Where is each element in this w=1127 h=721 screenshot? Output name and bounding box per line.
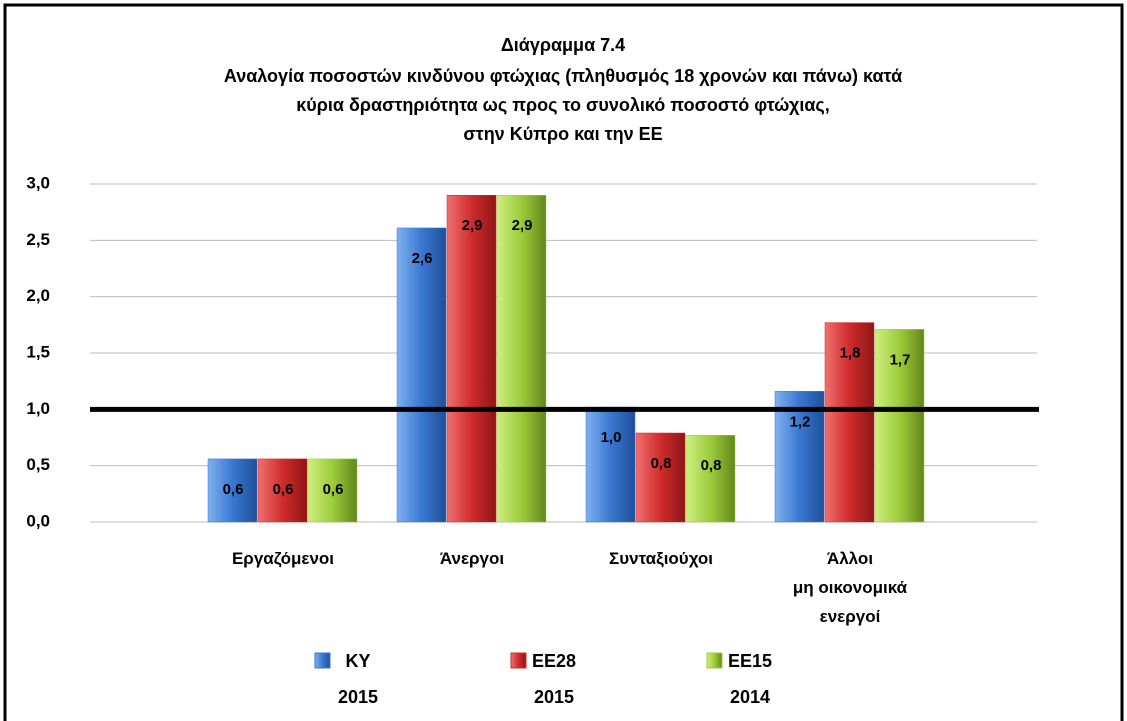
chart-subtitle: Αναλογία ποσοστών κινδύνου φτώχιας (πληθ… [224,66,902,86]
y-tick-label: 1,0 [26,399,50,418]
bar [585,406,636,523]
data-label: 0,8 [701,457,722,474]
y-tick-label: 1,5 [26,342,50,361]
legend-label: ΚΥ 2015 [337,651,379,707]
data-label: 1,0 [601,429,622,446]
chart-subtitle: κύρια δραστηριότητα ως προς το συνολικό … [296,95,830,115]
data-label: 2,9 [462,217,483,234]
x-tick-label: Εργαζόμενοι [232,549,334,568]
bar [307,458,358,523]
data-label: 1,2 [790,413,811,430]
bar [874,329,925,523]
bar [824,322,875,523]
data-label: 1,8 [840,345,861,362]
data-label: 0,6 [273,481,294,498]
bar [257,458,308,523]
data-label: 2,9 [512,217,533,234]
x-tick-line: ενεργοί [820,607,881,626]
data-label: 1,7 [890,351,911,368]
bar [635,432,686,523]
y-tick-label: 0,5 [26,455,50,474]
x-tick-line: μη οικονομικά [793,578,908,597]
x-tick-label: Άνεργοι [440,549,505,568]
y-tick-label: 0,0 [26,511,50,530]
data-label: 0,6 [223,481,244,498]
chart-title: Διάγραμμα 7.4 [501,35,625,55]
bar [774,391,825,523]
legend-swatch [314,652,331,669]
x-tick-line: Άλλοι [827,549,873,568]
y-tick-label: 2,0 [26,286,50,305]
legend-swatch [510,652,527,669]
legend-swatch [706,652,723,669]
y-tick-label: 2,5 [26,230,50,249]
legend-label: ΕΕ15 2014 [727,651,773,707]
bar [496,195,547,523]
bar [207,458,258,523]
y-tick-label: 3,0 [26,173,50,192]
x-tick-label: Συνταξιούχοι [609,549,713,568]
bar [396,227,447,523]
legend-label: ΕΕ28 2015 [531,651,577,707]
data-label: 0,6 [323,481,344,498]
bar [446,195,497,523]
x-tick-line: Άνεργοι [440,549,505,568]
x-tick-label: Άλλοι μη οικονομικά ενεργοί [793,549,908,626]
x-tick-line: Εργαζόμενοι [232,549,334,568]
x-tick-line: Συνταξιούχοι [609,549,713,568]
data-label: 0,8 [651,455,672,472]
data-label: 2,6 [412,250,433,267]
bar [685,434,736,523]
chart-subtitle: στην Κύπρο και την ΕΕ [463,124,662,144]
frame [3,3,1124,721]
